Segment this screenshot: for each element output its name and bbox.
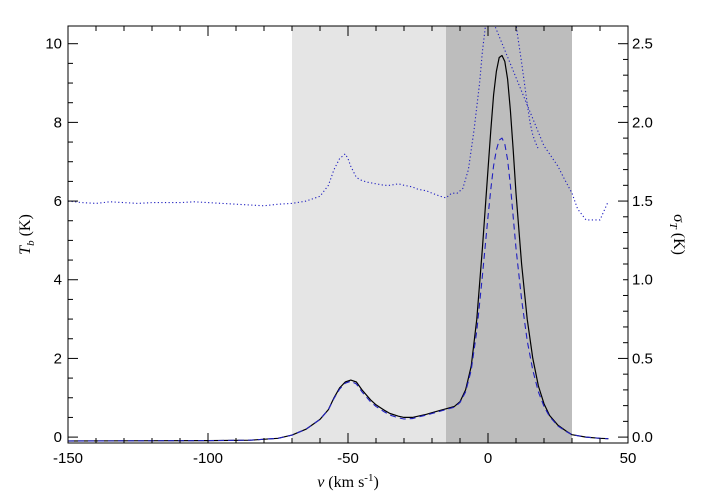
shaded-region-1	[292, 26, 446, 443]
y-tick-label: 6	[54, 193, 62, 210]
x-axis-label: v (km s-1)	[317, 472, 379, 491]
y-tick-label: 2	[54, 350, 62, 367]
series-line-4-dotted	[515, 26, 539, 150]
x-tick-label: 0	[484, 450, 492, 467]
right-axis-label: σT (K)	[667, 214, 687, 255]
y2-tick-label: 0.0	[632, 429, 653, 446]
series-lines	[68, 26, 609, 442]
x-tick-label: -50	[337, 450, 359, 467]
shaded-regions	[292, 26, 572, 443]
y-tick-label: 0	[54, 429, 62, 446]
y2-tick-label: 0.5	[632, 350, 653, 367]
y-axis-label: Tb (K)	[17, 214, 37, 255]
y-tick-label: 8	[54, 114, 62, 131]
axis-ticks	[67, 26, 629, 443]
y2-tick-label: 1.5	[632, 193, 653, 210]
y-tick-label: 10	[45, 36, 62, 53]
tick-labels: -150 -100 -50 0 50 0 2 4 6 8 10 0.0 0.5 1.0 1.5 2.0 2.5	[45, 36, 653, 467]
x-tick-label: 50	[620, 450, 637, 467]
y2-tick-label: 2.0	[632, 114, 653, 131]
x-tick-label: -100	[193, 450, 223, 467]
y2-tick-label: 1.0	[632, 272, 653, 289]
y2-tick-label: 2.5	[632, 36, 653, 53]
x-tick-label: -150	[53, 450, 83, 467]
y-tick-label: 4	[54, 272, 62, 289]
series-line-2-dashed	[68, 137, 609, 442]
